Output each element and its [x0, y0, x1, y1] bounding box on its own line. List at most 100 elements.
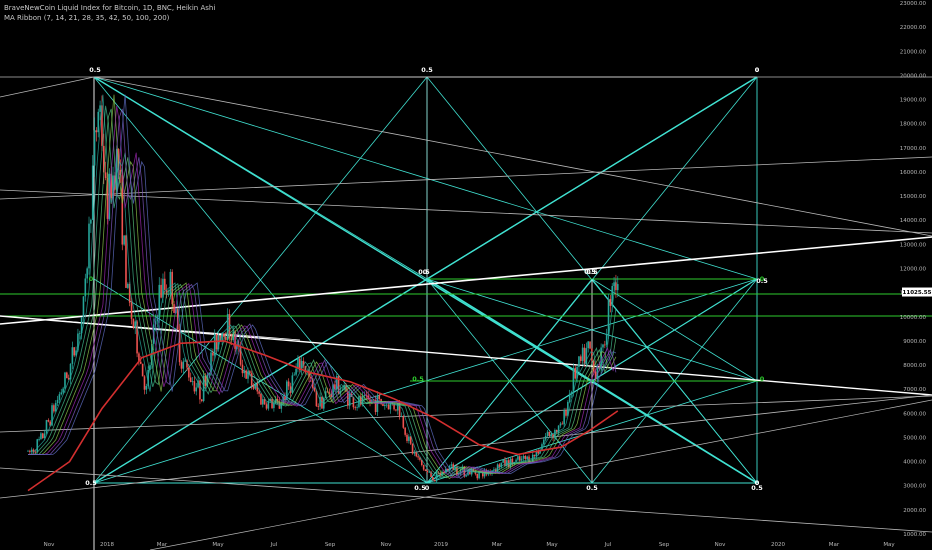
- trend-line: [93, 76, 932, 237]
- candle: [557, 425, 560, 433]
- candle: [186, 360, 188, 368]
- candle: [554, 429, 556, 439]
- candle: [574, 367, 577, 379]
- candle: [589, 341, 591, 349]
- candle: [432, 476, 434, 480]
- candle: [195, 387, 198, 392]
- y-tick-label: 7000.00: [903, 387, 926, 393]
- candle: [202, 375, 205, 402]
- x-tick-label: Sep: [659, 542, 670, 548]
- candle: [420, 459, 423, 466]
- candle: [141, 363, 144, 377]
- candle: [97, 111, 100, 133]
- candle: [115, 149, 118, 190]
- candle: [280, 403, 283, 409]
- candle: [541, 444, 543, 450]
- candle: [167, 294, 170, 295]
- candle: [40, 433, 42, 439]
- candle: [54, 403, 57, 412]
- x-tick-label: Nov: [381, 542, 392, 548]
- candle: [212, 352, 214, 356]
- candle: [426, 471, 429, 473]
- x-tick-label: Jul: [270, 542, 278, 548]
- x-tick-label: Jul: [604, 542, 612, 548]
- y-tick-label: 5000.00: [903, 435, 926, 441]
- candle: [572, 367, 575, 393]
- candle: [252, 385, 255, 389]
- candle: [104, 172, 107, 178]
- candle: [398, 403, 401, 417]
- trend-line: [0, 394, 932, 499]
- candle: [337, 376, 340, 394]
- fib-label: 0: [755, 66, 760, 74]
- x-tick-label: Mar: [829, 542, 840, 548]
- candle: [433, 479, 436, 482]
- candle: [570, 392, 573, 394]
- candle: [384, 404, 386, 407]
- candle: [138, 353, 140, 362]
- candle: [393, 403, 395, 410]
- candle: [127, 283, 129, 288]
- candle: [91, 165, 94, 220]
- candle: [615, 282, 617, 291]
- price-axis[interactable]: 23000.00 22000.00 21000.00 20000.00 19000.00…: [900, 1, 932, 538]
- candle: [36, 439, 39, 453]
- candle: [332, 384, 334, 398]
- time-axis[interactable]: Nov 2018 Mar May Jul Sep Nov 2019 Mar May Jul Sep No…: [44, 542, 896, 548]
- x-tick-label: 2020: [771, 542, 785, 548]
- candle: [583, 347, 586, 365]
- candle: [136, 321, 138, 354]
- candle: [88, 223, 90, 269]
- candle: [274, 399, 277, 404]
- candle: [293, 374, 296, 376]
- ma-ribbon-line: [28, 94, 617, 480]
- candle: [500, 462, 503, 468]
- y-tick-label: 6000.00: [903, 411, 926, 417]
- candles: [27, 95, 619, 484]
- candle: [77, 333, 79, 351]
- candle: [385, 404, 388, 406]
- candle: [465, 475, 467, 477]
- candle: [295, 368, 297, 375]
- candle: [241, 364, 244, 374]
- candle: [208, 372, 210, 375]
- candle: [409, 436, 412, 444]
- candle: [567, 401, 569, 416]
- candle: [602, 344, 604, 348]
- candle: [263, 399, 266, 405]
- y-tick-label: 13000.00: [900, 242, 927, 248]
- candle: [226, 314, 229, 340]
- trend-line: [0, 236, 932, 325]
- candle: [609, 298, 612, 306]
- candle: [359, 396, 362, 405]
- candle: [430, 471, 432, 477]
- candle: [413, 451, 416, 454]
- candle: [354, 407, 357, 409]
- candle: [95, 130, 98, 133]
- candle: [286, 381, 288, 401]
- candle: [515, 459, 517, 462]
- fib-label: 0.5: [89, 66, 101, 74]
- x-tick-label: May: [212, 542, 224, 548]
- candle: [308, 371, 310, 377]
- y-tick-label: 21000.00: [900, 49, 927, 55]
- candle: [69, 363, 72, 380]
- candle: [267, 401, 270, 409]
- candle: [474, 471, 477, 474]
- candle: [576, 366, 578, 379]
- candle: [363, 394, 366, 397]
- trend-line: [0, 76, 95, 98]
- candle: [239, 346, 242, 365]
- candle: [563, 409, 565, 425]
- x-tick-label: May: [883, 542, 895, 548]
- y-tick-label: 18000.00: [900, 122, 927, 128]
- candle: [535, 451, 538, 457]
- candle: [250, 373, 253, 386]
- candle: [80, 317, 83, 334]
- candle: [156, 317, 159, 322]
- candle: [559, 423, 562, 426]
- y-tick-label: 12000.00: [900, 267, 927, 273]
- candle: [352, 396, 355, 408]
- candle: [160, 284, 162, 298]
